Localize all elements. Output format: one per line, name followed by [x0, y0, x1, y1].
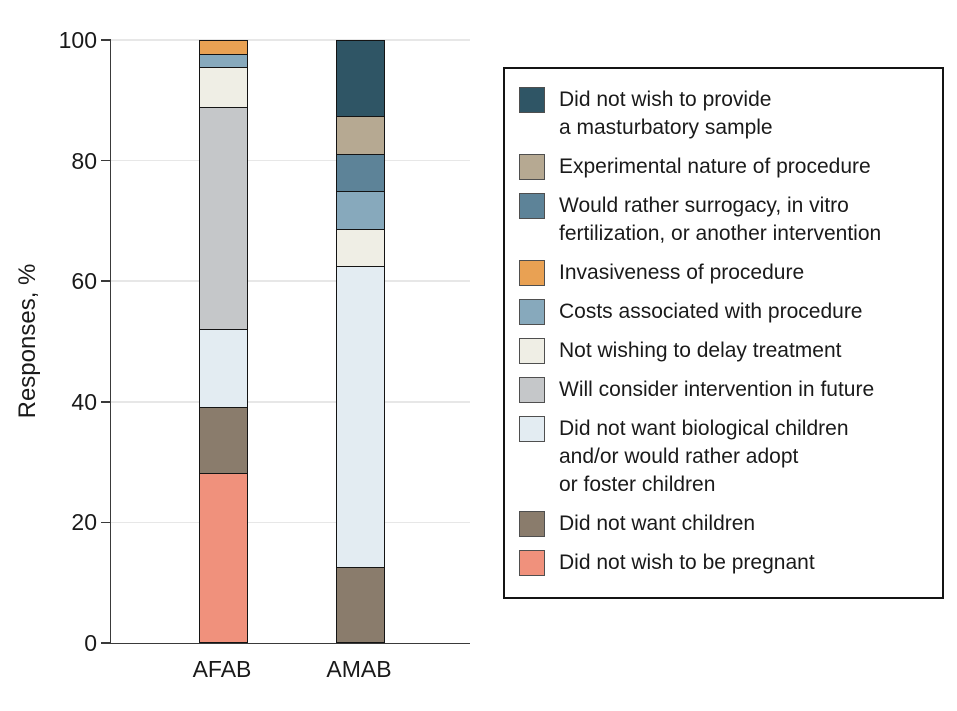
bar-segment [200, 328, 247, 408]
legend-label-line: Not wishing to delay treatment [559, 339, 842, 362]
legend-label-line: Costs associated with procedure [559, 300, 863, 323]
bar-segment [337, 566, 384, 642]
y-tick [101, 39, 111, 41]
gridline [111, 39, 470, 41]
legend-label-line: fertilization, or another intervention [559, 222, 882, 245]
bar-segment [200, 41, 247, 55]
legend-swatch [519, 193, 545, 219]
legend-label-line: Experimental nature of procedure [559, 155, 871, 178]
legend-label: Would rather surrogacy, in vitro fertiliz… [559, 192, 881, 248]
legend-label-line: a masturbatory sample [559, 116, 773, 139]
bar-segment [337, 228, 384, 267]
legend-item: Did not wish to be pregnant [519, 549, 928, 577]
stacked-bar-afab [199, 40, 248, 643]
y-tick [101, 642, 111, 644]
legend-label-line: or foster children [559, 473, 716, 496]
legend-swatch [519, 87, 545, 113]
legend-item: Did not want biological children and/or w… [519, 415, 928, 499]
bar-segment [200, 106, 247, 329]
stacked-bar-amab [336, 40, 385, 643]
legend-swatch [519, 299, 545, 325]
x-category-label: AMAB [326, 656, 392, 682]
legend-label-line: Invasiveness of procedure [559, 261, 805, 284]
legend-item: Will consider intervention in future [519, 376, 928, 404]
x-category-label: AFAB [192, 656, 252, 682]
legend-swatch [519, 550, 545, 576]
legend-swatch [519, 377, 545, 403]
bar-segment [337, 266, 384, 567]
legend-label-line: Would rather surrogacy, in vitro [559, 194, 849, 217]
legend-label: Will consider intervention in future [559, 376, 874, 404]
legend-label-line: Did not wish to be pregnant [559, 551, 815, 574]
legend-swatch [519, 338, 545, 364]
bar-segment [337, 41, 384, 117]
gridline [111, 401, 470, 403]
bar-segment [337, 153, 384, 192]
gridline [111, 521, 470, 524]
legend-label-line: and/or would rather adopt [559, 445, 799, 468]
legend-item: Would rather surrogacy, in vitro fertiliz… [519, 192, 928, 248]
y-tick-label: 20 [71, 509, 97, 536]
gridline [111, 280, 470, 282]
y-tick-label: 0 [84, 630, 97, 656]
legend-label-line: Did not wish to provide [559, 88, 772, 111]
legend-swatch [519, 511, 545, 537]
y-tick-label: 40 [71, 388, 97, 415]
legend-label: Not wishing to delay treatment [559, 337, 841, 365]
y-tick [101, 521, 111, 524]
bar-segment [200, 407, 247, 473]
legend-label: Did not wish to be pregnant [559, 549, 815, 577]
legend-item: Did not want children [519, 510, 928, 538]
bar-segment [337, 116, 384, 154]
legend-item: Invasiveness of procedure [519, 259, 928, 287]
legend-swatch [519, 260, 545, 286]
bar-segment [337, 191, 384, 229]
y-tick [101, 400, 111, 403]
legend-item: Experimental nature of procedure [519, 153, 928, 181]
legend-label: Did not want children [559, 510, 755, 538]
legend-item: Not wishing to delay treatment [519, 337, 928, 365]
legend-label-line: Will consider intervention in future [559, 378, 875, 401]
bar-segment [200, 67, 247, 107]
plot-area: 0 20 40 60 80 100 [59, 28, 470, 655]
legend-label: Did not wish to provide a masturbatory sa… [559, 86, 773, 142]
legend-swatch [519, 416, 545, 442]
y-tick-label: 100 [58, 27, 97, 53]
y-tick-label: 80 [71, 147, 97, 174]
legend-label: Costs associated with procedure [559, 298, 863, 326]
legend-swatch [519, 154, 545, 180]
bar-segment [200, 54, 247, 68]
legend-label: Experimental nature of procedure [559, 153, 871, 181]
legend-label-line: Did not want children [559, 512, 756, 535]
legend-label: Did not want biological children and/or w… [559, 415, 849, 499]
legend-label-line: Did not want biological children [559, 417, 849, 440]
y-tick [101, 159, 111, 162]
legend-item: Costs associated with procedure [519, 298, 928, 326]
legend-item: Did not wish to provide a masturbatory sa… [519, 86, 928, 142]
gridline [111, 159, 470, 162]
legend-label: Invasiveness of procedure [559, 259, 804, 287]
y-tick [101, 280, 111, 283]
bar-segment [200, 472, 247, 642]
y-tick-label: 60 [71, 268, 97, 295]
legend-box: Did not wish to provide a masturbatory sa… [503, 67, 944, 599]
